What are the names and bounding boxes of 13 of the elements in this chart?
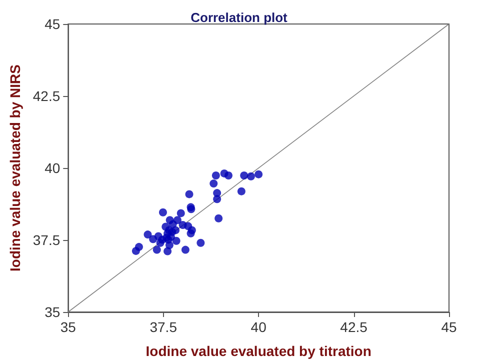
y-tick-label: 40 xyxy=(44,160,60,176)
chart-title: Correlation plot xyxy=(190,10,288,25)
y-tick-label: 37.5 xyxy=(32,232,60,248)
y-tick-label: 42.5 xyxy=(32,88,60,104)
y-axis-title: Iodine value evaluated by NIRS xyxy=(7,64,23,272)
x-tick-label: 42.5 xyxy=(340,319,368,335)
x-tick-label: 45 xyxy=(441,319,457,335)
x-axis-title: Iodine value evaluated by titration xyxy=(146,343,372,359)
x-tick-label: 35 xyxy=(60,319,76,335)
y-tick-label: 45 xyxy=(44,16,60,32)
x-tick-label: 40 xyxy=(250,319,267,335)
x-tick-label: 37.5 xyxy=(150,319,178,335)
y-tick-label: 35 xyxy=(44,304,60,320)
